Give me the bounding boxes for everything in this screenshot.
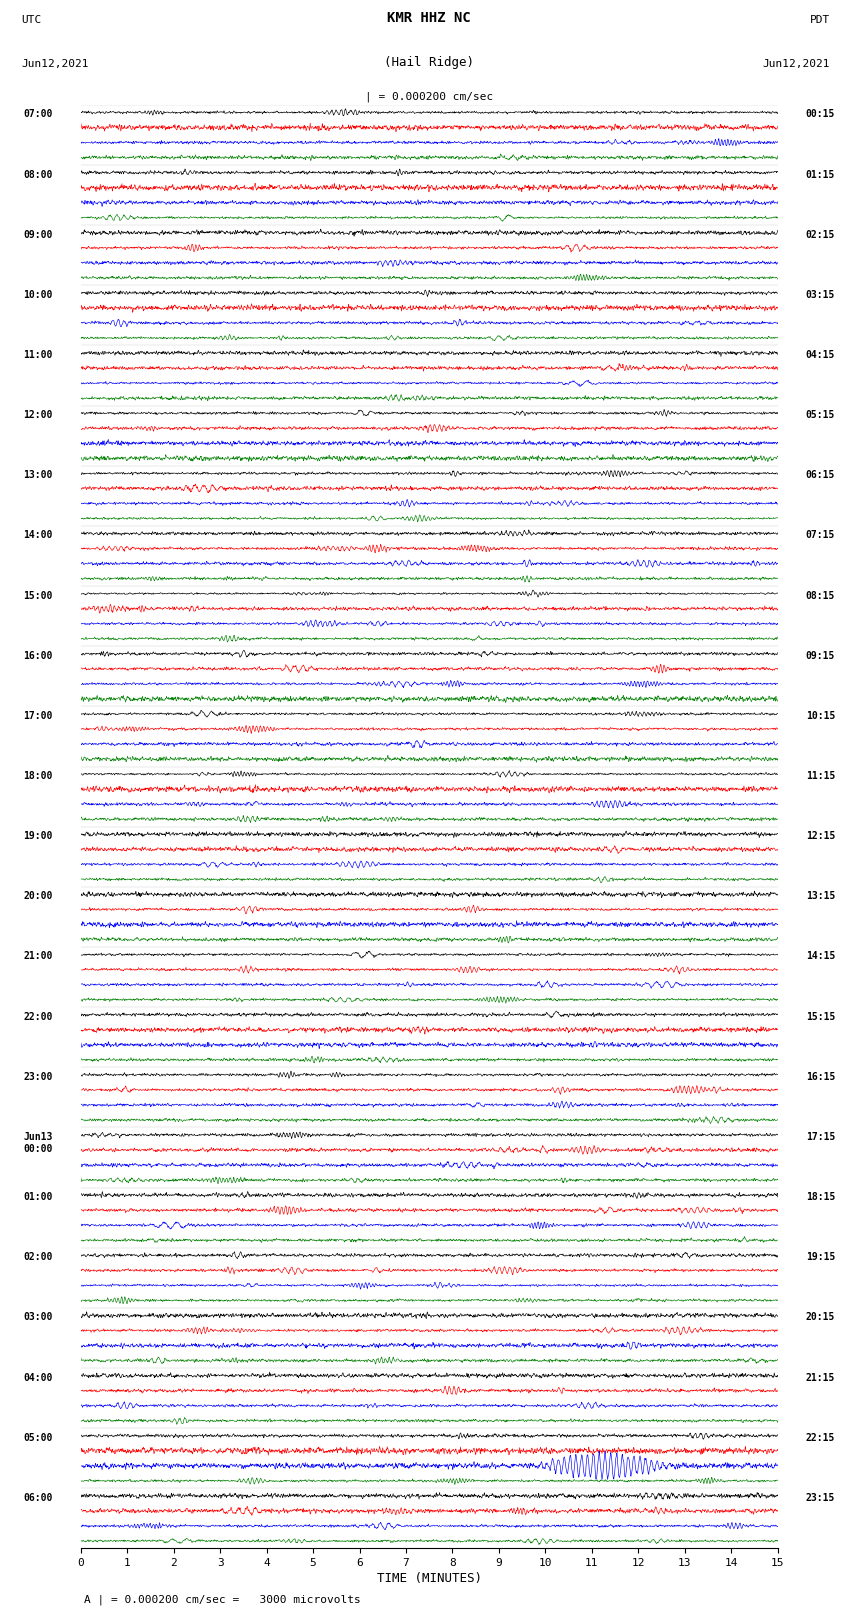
Text: 10:00: 10:00 <box>24 290 53 300</box>
Text: 06:15: 06:15 <box>806 471 835 481</box>
Text: 01:15: 01:15 <box>806 169 835 179</box>
Text: 04:15: 04:15 <box>806 350 835 360</box>
Text: 17:00: 17:00 <box>24 711 53 721</box>
Text: 16:15: 16:15 <box>806 1071 835 1082</box>
Text: 17:15: 17:15 <box>806 1132 835 1142</box>
Text: 03:00: 03:00 <box>24 1313 53 1323</box>
Text: 13:00: 13:00 <box>24 471 53 481</box>
Text: KMR HHZ NC: KMR HHZ NC <box>388 11 471 26</box>
Text: 07:00: 07:00 <box>24 110 53 119</box>
Text: 11:15: 11:15 <box>806 771 835 781</box>
Text: Jun12,2021: Jun12,2021 <box>21 58 89 69</box>
Text: 22:15: 22:15 <box>806 1432 835 1442</box>
Text: 23:15: 23:15 <box>806 1494 835 1503</box>
Text: 19:15: 19:15 <box>806 1252 835 1263</box>
Text: 12:15: 12:15 <box>806 831 835 840</box>
Text: 08:00: 08:00 <box>24 169 53 179</box>
Text: 19:00: 19:00 <box>24 831 53 840</box>
Text: PDT: PDT <box>810 16 830 26</box>
Text: 15:15: 15:15 <box>806 1011 835 1021</box>
Text: (Hail Ridge): (Hail Ridge) <box>384 56 474 69</box>
Text: 14:15: 14:15 <box>806 952 835 961</box>
Text: 02:15: 02:15 <box>806 229 835 240</box>
Text: 11:00: 11:00 <box>24 350 53 360</box>
X-axis label: TIME (MINUTES): TIME (MINUTES) <box>377 1573 482 1586</box>
Text: 13:15: 13:15 <box>806 892 835 902</box>
Text: 21:00: 21:00 <box>24 952 53 961</box>
Text: 00:15: 00:15 <box>806 110 835 119</box>
Text: 07:15: 07:15 <box>806 531 835 540</box>
Text: 08:15: 08:15 <box>806 590 835 600</box>
Text: 10:15: 10:15 <box>806 711 835 721</box>
Text: 02:00: 02:00 <box>24 1252 53 1263</box>
Text: 16:00: 16:00 <box>24 650 53 661</box>
Text: UTC: UTC <box>21 16 42 26</box>
Text: Jun13
00:00: Jun13 00:00 <box>24 1132 53 1153</box>
Text: 12:00: 12:00 <box>24 410 53 419</box>
Text: 06:00: 06:00 <box>24 1494 53 1503</box>
Text: 04:00: 04:00 <box>24 1373 53 1382</box>
Text: 05:00: 05:00 <box>24 1432 53 1442</box>
Text: 23:00: 23:00 <box>24 1071 53 1082</box>
Text: 05:15: 05:15 <box>806 410 835 419</box>
Text: Jun12,2021: Jun12,2021 <box>762 58 830 69</box>
Text: 15:00: 15:00 <box>24 590 53 600</box>
Text: 18:15: 18:15 <box>806 1192 835 1202</box>
Text: 18:00: 18:00 <box>24 771 53 781</box>
Text: 14:00: 14:00 <box>24 531 53 540</box>
Text: 09:00: 09:00 <box>24 229 53 240</box>
Text: 20:00: 20:00 <box>24 892 53 902</box>
Text: A | = 0.000200 cm/sec =   3000 microvolts: A | = 0.000200 cm/sec = 3000 microvolts <box>84 1595 361 1605</box>
Text: 01:00: 01:00 <box>24 1192 53 1202</box>
Text: 21:15: 21:15 <box>806 1373 835 1382</box>
Text: 09:15: 09:15 <box>806 650 835 661</box>
Text: 03:15: 03:15 <box>806 290 835 300</box>
Text: 20:15: 20:15 <box>806 1313 835 1323</box>
Text: 22:00: 22:00 <box>24 1011 53 1021</box>
Text: | = 0.000200 cm/sec: | = 0.000200 cm/sec <box>366 92 493 102</box>
